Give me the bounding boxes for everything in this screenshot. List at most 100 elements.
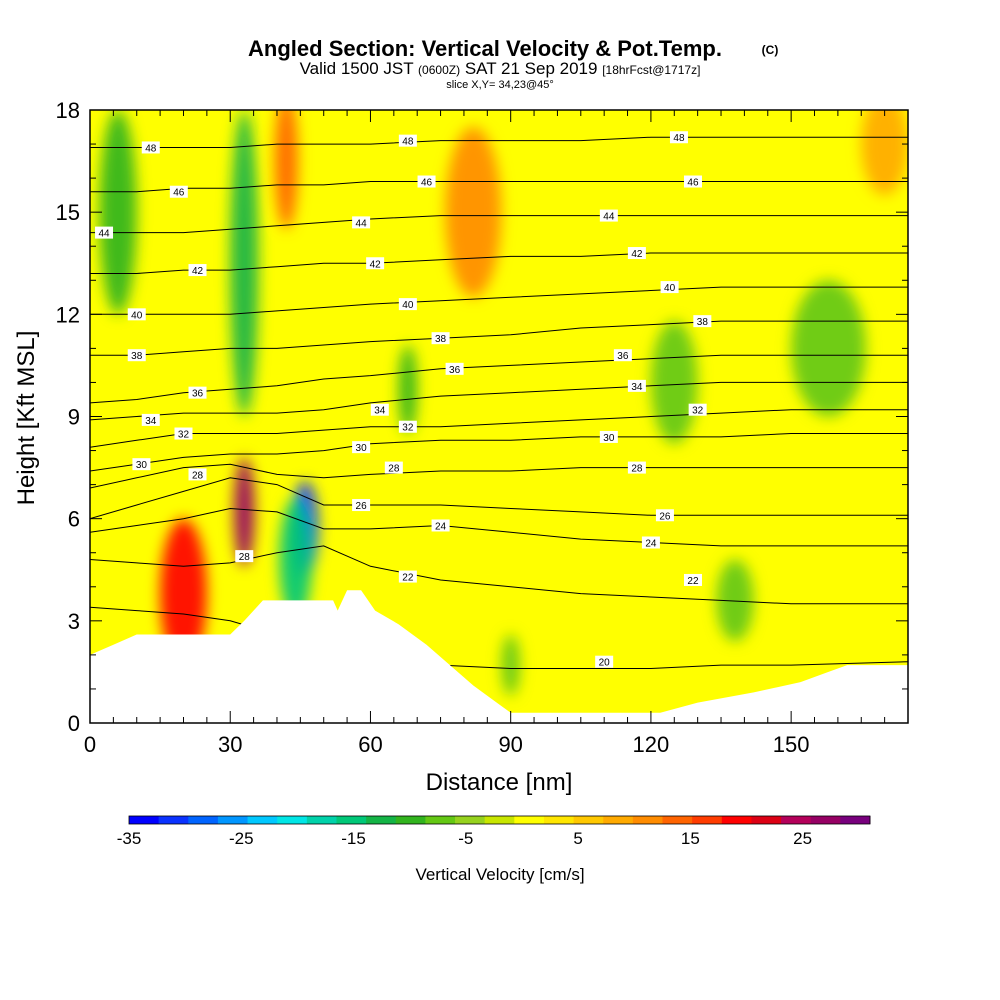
- colorbar-swatch: [306, 816, 337, 824]
- contour-label: 42: [366, 257, 385, 270]
- contour-label: 48: [398, 134, 417, 148]
- contour-label-text: 40: [402, 300, 414, 311]
- contour-label-bg: [417, 175, 436, 188]
- contour-label-bg: [141, 141, 160, 154]
- contour-label-bg: [169, 185, 188, 198]
- contour-label-bg: [384, 461, 403, 474]
- contour-label-bg: [188, 386, 207, 399]
- velocity-feature: [650, 321, 698, 444]
- contour-label-bg: [599, 430, 618, 443]
- contour-label-bg: [693, 315, 712, 328]
- y-tick-label: 15: [56, 200, 80, 225]
- contour-label-bg: [235, 550, 254, 563]
- colorbar-swatch: [514, 816, 545, 824]
- contour-label: 36: [188, 386, 207, 400]
- velocity-feature: [501, 634, 521, 696]
- contour-label-bg: [95, 226, 114, 239]
- contour-label-text: 28: [388, 464, 400, 475]
- contour-label: 30: [599, 430, 618, 444]
- contour-label-bg: [683, 573, 702, 586]
- contour-label: 26: [655, 509, 674, 522]
- contour-label-bg: [641, 536, 660, 549]
- colorbar-swatch: [455, 816, 486, 824]
- contour-label-text: 20: [599, 658, 611, 669]
- contour-label-text: 48: [145, 143, 157, 154]
- contour-label-text: 32: [402, 423, 414, 434]
- colorbar-swatch: [632, 816, 664, 824]
- contour-label-text: 44: [98, 229, 110, 240]
- contour-label-bg: [613, 349, 632, 362]
- contour-label-bg: [655, 509, 674, 522]
- contour-label-text: 38: [697, 317, 709, 328]
- contour-label-text: 46: [687, 178, 699, 189]
- contour-label-text: 46: [173, 188, 185, 199]
- contour-label: 48: [669, 131, 688, 144]
- contour-label-bg: [599, 209, 618, 222]
- contour-label-bg: [352, 216, 371, 229]
- contour-label: 46: [169, 185, 188, 199]
- slice-info: slice X,Y= 34,23@45°: [446, 79, 554, 91]
- contour-label: 28: [384, 461, 403, 475]
- subtitle-date: SAT 21 Sep 2019: [465, 59, 598, 78]
- contour-label: 46: [683, 175, 702, 189]
- contour-label-text: 34: [145, 416, 157, 427]
- contour-labels: 48 48 48 46 46 46 44 44 44 42 42 42 40 40 40 38 38 38 36 36…: [95, 131, 712, 669]
- contour-label: 20: [595, 655, 614, 669]
- contour-label: 44: [599, 209, 618, 223]
- contour-label: 22: [398, 570, 417, 584]
- contour-label-text: 28: [192, 470, 204, 481]
- contour-label-text: 48: [673, 133, 685, 144]
- theta-contour-34: [90, 381, 908, 421]
- contour-label-text: 28: [239, 552, 251, 563]
- velocity-feature: [233, 457, 255, 567]
- colorbar-swatch: [395, 816, 426, 824]
- contour-label-text: 42: [631, 249, 643, 260]
- colorbar-tick-label: -35: [117, 829, 142, 848]
- contour-label-text: 38: [131, 351, 143, 362]
- contour-label-bg: [127, 308, 146, 321]
- plot-area: 48 48 48 46 46 46 44 44 44 42 42 42 40 40 40 38 38 38 36 36…: [90, 110, 908, 723]
- velocity-feature: [716, 559, 754, 642]
- contour-label-bg: [174, 427, 193, 440]
- chart-subtitle: Valid 1500 JST (0600Z) SAT 21 Sep 2019 […: [300, 59, 701, 78]
- contour-label: 30: [132, 458, 151, 471]
- colorbar-swatch: [188, 816, 219, 824]
- contour-label-bg: [141, 413, 160, 426]
- contour-label-text: 48: [402, 137, 414, 148]
- contour-label: 24: [641, 536, 660, 550]
- x-tick-label: 90: [498, 732, 522, 757]
- contour-label-text: 36: [617, 351, 629, 362]
- colorbar-swatch: [484, 816, 515, 824]
- contour-label: 34: [370, 403, 389, 417]
- velocity-field: [99, 110, 908, 696]
- contour-label-bg: [431, 332, 450, 345]
- colorbar-tick-label: -25: [229, 829, 254, 848]
- colorbar-tick-label: -15: [341, 829, 366, 848]
- contour-label: 32: [688, 403, 707, 417]
- contour-label-text: 40: [131, 310, 143, 321]
- contour-label-text: 32: [178, 430, 190, 441]
- contour-label-bg: [352, 441, 371, 454]
- velocity-feature: [230, 110, 259, 417]
- contour-label-text: 30: [356, 443, 368, 454]
- chart-title: Angled Section: Vertical Velocity & Pot.…: [248, 36, 722, 61]
- subtitle-utc: (0600Z): [418, 63, 460, 77]
- velocity-feature: [791, 280, 866, 417]
- contour-label: 44: [352, 216, 371, 229]
- velocity-feature: [274, 110, 299, 230]
- contour-label: 34: [141, 413, 160, 427]
- contour-label-bg: [688, 403, 707, 416]
- contour-label-bg: [660, 281, 679, 294]
- colorbar-swatch: [425, 816, 456, 824]
- contour-label: 44: [95, 226, 114, 240]
- colorbar-swatch: [840, 816, 871, 824]
- contour-label-bg: [445, 362, 464, 375]
- contour-label: 46: [417, 175, 436, 189]
- x-tick-label: 60: [358, 732, 382, 757]
- contour-label-text: 38: [435, 334, 447, 345]
- theta-contour-46: [90, 181, 908, 193]
- velocity-feature: [398, 344, 418, 434]
- contour-label-text: 30: [136, 460, 148, 471]
- contour-label-bg: [431, 519, 450, 532]
